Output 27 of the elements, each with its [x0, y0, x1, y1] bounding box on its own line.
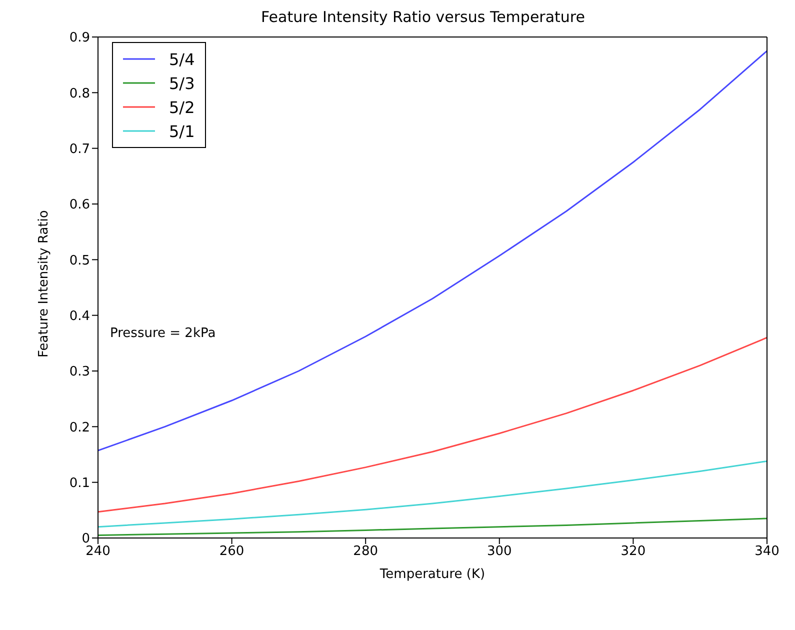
y-axis-title: Feature Intensity Ratio	[36, 210, 52, 358]
y-tick-label: 0.5	[69, 253, 90, 268]
chart-title: Feature Intensity Ratio versus Temperature	[260, 8, 586, 26]
y-tick-label: 0.8	[69, 86, 90, 102]
y-tick-label: 0.2	[69, 420, 90, 436]
y-tick-label: 0.3	[69, 364, 90, 380]
annotation: Pressure = 2kPa	[110, 326, 216, 341]
y-tick-label: 0.4	[69, 308, 90, 324]
legend-label: 5/4	[169, 50, 195, 68]
line-series	[98, 518, 767, 536]
legend-label: 5/3	[169, 74, 195, 92]
x-axis-title: Temperature (K)	[378, 567, 486, 582]
x-tick-label: 300	[486, 544, 512, 560]
x-tick-label: 260	[219, 544, 244, 560]
x-tick-label: 340	[754, 544, 780, 560]
legend-label: 5/2	[169, 98, 195, 116]
x-tick-label: 240	[86, 544, 110, 560]
x-tick-label: 320	[620, 544, 646, 560]
y-tick-label: 0.9	[69, 30, 90, 46]
line-series	[98, 460, 767, 528]
y-tick-label: 0.7	[69, 142, 90, 157]
x-tick-label: 280	[353, 544, 378, 560]
line-series	[98, 336, 767, 513]
legend-label: 5/1	[169, 122, 195, 140]
line-series	[98, 50, 767, 452]
y-tick-label: 0.1	[69, 476, 90, 491]
y-tick-label: 0.6	[69, 198, 90, 213]
